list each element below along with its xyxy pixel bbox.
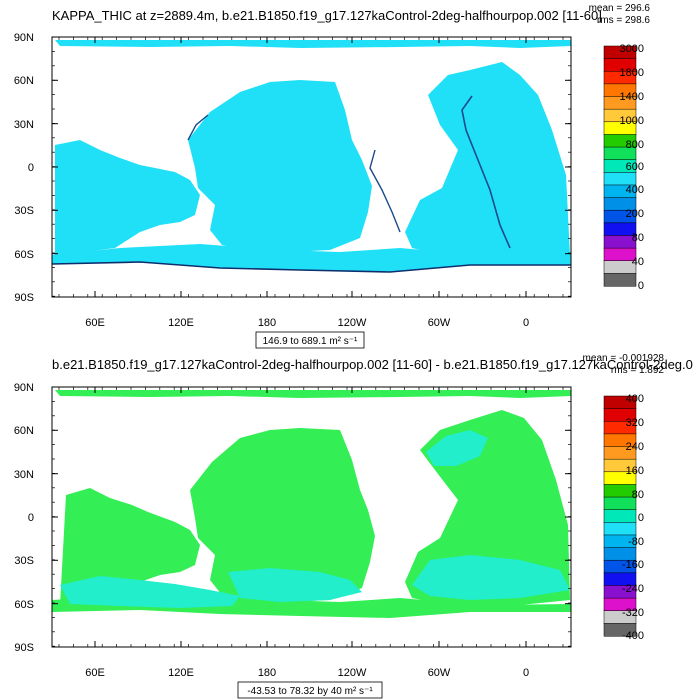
panel1-ytick-label: 0 bbox=[28, 162, 34, 174]
panel2-xtick-label: 120W bbox=[338, 667, 367, 679]
panel1-coast-east bbox=[461, 95, 511, 249]
panel2-ytick-label: 30N bbox=[14, 469, 34, 481]
panel2-ytick-label: 60N bbox=[14, 425, 34, 437]
panel1-xtick-label: 120W bbox=[338, 317, 367, 329]
panel1-field bbox=[52, 37, 571, 297]
panel2-cb-label: 240 bbox=[626, 441, 644, 453]
panel2-cb-label: -320 bbox=[622, 607, 644, 619]
panel1-y-axis: 90N 60N 30N 0 30S 60S 90S bbox=[14, 32, 34, 304]
panel1-range-box bbox=[255, 331, 365, 349]
panel1-coast-pacific bbox=[187, 114, 209, 141]
panel1-pacific-ocean bbox=[188, 80, 372, 252]
panel2-cyan-south-atlantic bbox=[412, 555, 570, 600]
panel1-colorbar-labels: 3000 1800 1400 1000 800 600 400 200 80 4… bbox=[620, 43, 644, 292]
panel2-cb-label: 320 bbox=[626, 417, 644, 429]
panel1-xtick-label: 0 bbox=[523, 317, 529, 329]
panel2-cb-label: 400 bbox=[626, 393, 644, 405]
panel1-antarctic-coast bbox=[52, 261, 571, 273]
panel2-colorbar-labels: 400 320 240 160 80 0 -80 -160 -240 -320 … bbox=[622, 393, 644, 642]
panel2-pacific-ocean bbox=[190, 428, 375, 602]
panel2-indian-ocean bbox=[60, 488, 200, 605]
panel2-y-axis: 90N 60N 30N 0 30S 60S 90S bbox=[14, 382, 34, 654]
panel1-ytick-label: 60S bbox=[14, 249, 34, 261]
panel2-ytick-label: 60S bbox=[14, 599, 34, 611]
panel1-cb-label: 1800 bbox=[620, 67, 644, 79]
panel2-ytick-label: 0 bbox=[28, 512, 34, 524]
panel2-cyan-south-west bbox=[60, 576, 240, 608]
panel1-arctic-ocean bbox=[55, 40, 571, 48]
colorbar-swatch bbox=[603, 522, 637, 536]
panel1-colorbar bbox=[603, 45, 637, 287]
panel2-xtick-label: 180 bbox=[258, 667, 276, 679]
panel2-cb-label: -80 bbox=[628, 536, 644, 548]
panel1-cb-label: 40 bbox=[632, 256, 644, 268]
panel2-cyan-south-pacific bbox=[228, 568, 362, 602]
panel2-arctic-ocean bbox=[55, 390, 571, 398]
panel1-cb-label: 3000 bbox=[620, 43, 644, 55]
panel2-mean: mean = -0.001928 bbox=[583, 353, 665, 364]
panel1-xtick-label: 120E bbox=[168, 317, 194, 329]
colorbar-swatch bbox=[603, 509, 637, 523]
panel1-xtick-label: 60W bbox=[428, 317, 451, 329]
panel2-range-label: -43.53 to 78.32 by 40 m² s⁻¹ bbox=[247, 686, 373, 697]
panel1-ytick-label: 90S bbox=[14, 292, 34, 304]
panel2-cb-label: -400 bbox=[622, 630, 644, 642]
panel1-indian-ocean bbox=[55, 140, 200, 258]
panel-kappa-thic: KAPPA_THIC at z=2889.4m, b.e21.B1850.f19… bbox=[14, 3, 651, 349]
panel1-ytick-label: 30S bbox=[14, 205, 34, 217]
panel2-xtick-label: 120E bbox=[168, 667, 194, 679]
panel2-ytick-label: 90S bbox=[14, 642, 34, 654]
panel2-xtick-label: 0 bbox=[523, 667, 529, 679]
panel1-x-axis: 60E 120E 180 120W 60W 0 bbox=[85, 317, 529, 329]
panel1-cb-label: 800 bbox=[626, 139, 644, 151]
panel2-cb-label: -160 bbox=[622, 559, 644, 571]
panel1-cb-label: 80 bbox=[632, 232, 644, 244]
panel1-coast-west bbox=[369, 149, 401, 233]
panel1-cb-label: 1000 bbox=[620, 115, 644, 127]
panel1-xtick-label: 180 bbox=[258, 317, 276, 329]
panel2-cb-label: 0 bbox=[638, 512, 644, 524]
panel1-mean: mean = 296.6 bbox=[589, 3, 651, 14]
panel1-cb-label: 600 bbox=[626, 161, 644, 173]
panel1-range-label: 146.9 to 689.1 m² s⁻¹ bbox=[263, 336, 358, 347]
panel-difference: b.e21.B1850.f19_g17.127kaControl-2deg-ha… bbox=[14, 353, 693, 699]
panel2-ytick-label: 90N bbox=[14, 382, 34, 394]
panel2-xtick-label: 60W bbox=[428, 667, 451, 679]
panel2-ytick-label: 30S bbox=[14, 555, 34, 567]
panel2-title: b.e21.B1850.f19_g17.127kaControl-2deg-ha… bbox=[52, 357, 693, 372]
panel1-cb-label: 1400 bbox=[620, 91, 644, 103]
panel2-x-axis: 60E 120E 180 120W 60W 0 bbox=[85, 667, 529, 679]
panel2-cyan-north-atlantic bbox=[426, 430, 488, 466]
panel2-cb-label: 80 bbox=[632, 489, 644, 501]
colorbar-swatch bbox=[603, 623, 637, 637]
panel1-cb-label: 0 bbox=[638, 280, 644, 292]
panel2-range-box bbox=[237, 681, 383, 699]
panel2-rms: rms = 1.892 bbox=[611, 365, 665, 376]
panel1-cb-label: 400 bbox=[626, 184, 644, 196]
panel1-xtick-label: 60E bbox=[85, 317, 105, 329]
panel2-field bbox=[52, 387, 571, 647]
panel1-ytick-label: 60N bbox=[14, 75, 34, 87]
panel1-ytick-label: 30N bbox=[14, 119, 34, 131]
panel2-cb-label: -240 bbox=[622, 583, 644, 595]
colorbar-swatch bbox=[603, 273, 637, 287]
panel1-title: KAPPA_THIC at z=2889.4m, b.e21.B1850.f19… bbox=[52, 8, 602, 23]
panel2-cb-label: 160 bbox=[626, 465, 644, 477]
panel1-rms: rms = 298.6 bbox=[597, 15, 651, 26]
panel1-ytick-label: 90N bbox=[14, 32, 34, 44]
panel1-atlantic-ocean bbox=[405, 62, 570, 256]
panel2-xtick-label: 60E bbox=[85, 667, 105, 679]
panel2-colorbar bbox=[603, 395, 637, 637]
panel1-cb-label: 200 bbox=[626, 208, 644, 220]
